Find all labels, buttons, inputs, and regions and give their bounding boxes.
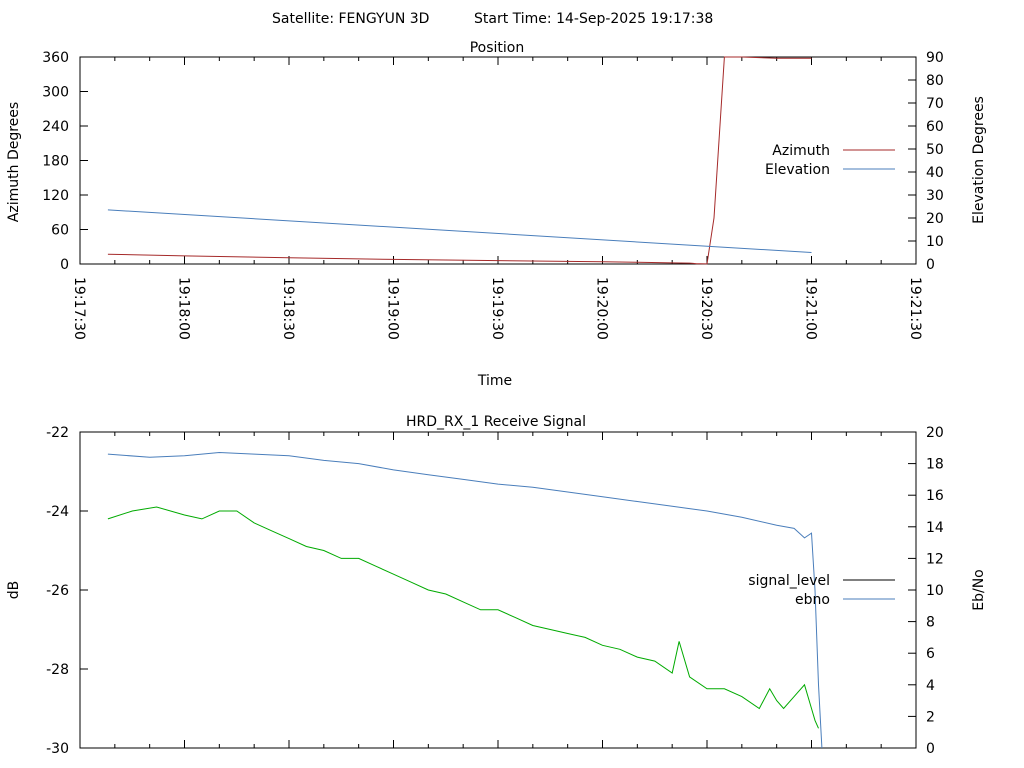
x-tick-label: 19:20:30 bbox=[698, 277, 714, 340]
legend-label: Elevation bbox=[765, 162, 830, 178]
y2-tick-label: 20 bbox=[926, 211, 944, 227]
y2-tick-label: 8 bbox=[926, 615, 935, 631]
y-tick-label: 60 bbox=[51, 223, 69, 239]
y-tick-label: 300 bbox=[42, 85, 69, 101]
legend-label: signal_level bbox=[748, 573, 830, 589]
y-tick-label: -24 bbox=[46, 504, 69, 520]
signal-chart-title: HRD_RX_1 Receive Signal bbox=[406, 414, 586, 430]
signal-chart: -30 -28 -26 -24 -22 0 2 4 6 8 10 12 14 16 18 20 signal_l… bbox=[46, 425, 944, 757]
x-tick-label: 19:20:00 bbox=[594, 277, 610, 340]
azimuth-series-line bbox=[107, 56, 812, 265]
y2-tick-label: 70 bbox=[926, 96, 944, 112]
y2-tick-label: 10 bbox=[926, 234, 944, 250]
plot-frame bbox=[79, 56, 917, 265]
elevation-series-line bbox=[107, 209, 812, 253]
legend-label: Azimuth bbox=[772, 143, 830, 159]
y-tick-label: -26 bbox=[46, 583, 69, 599]
y-tick-label: -22 bbox=[46, 425, 69, 441]
x-tick-label: 19:19:30 bbox=[489, 277, 505, 340]
satellite-title: Satellite: FENGYUN 3D bbox=[272, 11, 429, 27]
x-tick-label: 19:21:30 bbox=[907, 277, 923, 340]
position-chart: 19:17:30 19:18:00 19:18:30 19:19:00 19:19:30… bbox=[42, 50, 944, 340]
y2-tick-label: 40 bbox=[926, 165, 944, 181]
y-tick-label: -30 bbox=[46, 741, 69, 757]
y2-tick-label: 14 bbox=[926, 520, 944, 536]
y2-tick-label: 0 bbox=[926, 741, 935, 757]
y2-tick-label: 4 bbox=[926, 678, 935, 694]
y2-tick-label: 2 bbox=[926, 709, 935, 725]
y2-tick-label: 20 bbox=[926, 425, 944, 441]
y-tick-label: 360 bbox=[42, 50, 69, 66]
x-tick-label: 19:19:00 bbox=[385, 277, 401, 340]
azimuth-axis-label: Azimuth Degrees bbox=[6, 102, 22, 222]
y2-tick-label: 6 bbox=[926, 646, 935, 662]
ebno-series-line bbox=[107, 451, 823, 749]
x-tick-label: 19:18:00 bbox=[176, 277, 192, 340]
y2-tick-label: 0 bbox=[926, 257, 935, 273]
x-tick-label: 19:21:00 bbox=[803, 277, 819, 340]
position-chart-title: Position bbox=[470, 40, 525, 56]
y2-tick-label: 80 bbox=[926, 73, 944, 89]
y-tick-label: 240 bbox=[42, 119, 69, 135]
db-axis-label: dB bbox=[6, 581, 22, 600]
y2-tick-label: 18 bbox=[926, 457, 944, 473]
start-time-title: Start Time: 14-Sep-2025 19:17:38 bbox=[474, 11, 713, 27]
position-x-axis-label: Time bbox=[477, 373, 512, 389]
y-tick-label: 120 bbox=[42, 188, 69, 204]
ebno-axis-label: Eb/No bbox=[971, 569, 987, 611]
y-tick-label: 0 bbox=[60, 257, 69, 273]
unnamed-series-line bbox=[107, 506, 819, 729]
y2-tick-label: 60 bbox=[926, 119, 944, 135]
y2-tick-label: 50 bbox=[926, 142, 944, 158]
legend-label: ebno bbox=[795, 592, 830, 608]
y2-tick-label: 30 bbox=[926, 188, 944, 204]
x-tick-label: 19:18:30 bbox=[280, 277, 296, 340]
y2-tick-label: 10 bbox=[926, 583, 944, 599]
y2-tick-label: 16 bbox=[926, 488, 944, 504]
y2-tick-label: 12 bbox=[926, 551, 944, 567]
y-tick-label: -28 bbox=[46, 662, 69, 678]
x-tick-label: 19:17:30 bbox=[71, 277, 87, 340]
y2-tick-label: 90 bbox=[926, 50, 944, 66]
elevation-axis-label: Elevation Degrees bbox=[971, 96, 987, 224]
y-tick-label: 180 bbox=[42, 154, 69, 170]
